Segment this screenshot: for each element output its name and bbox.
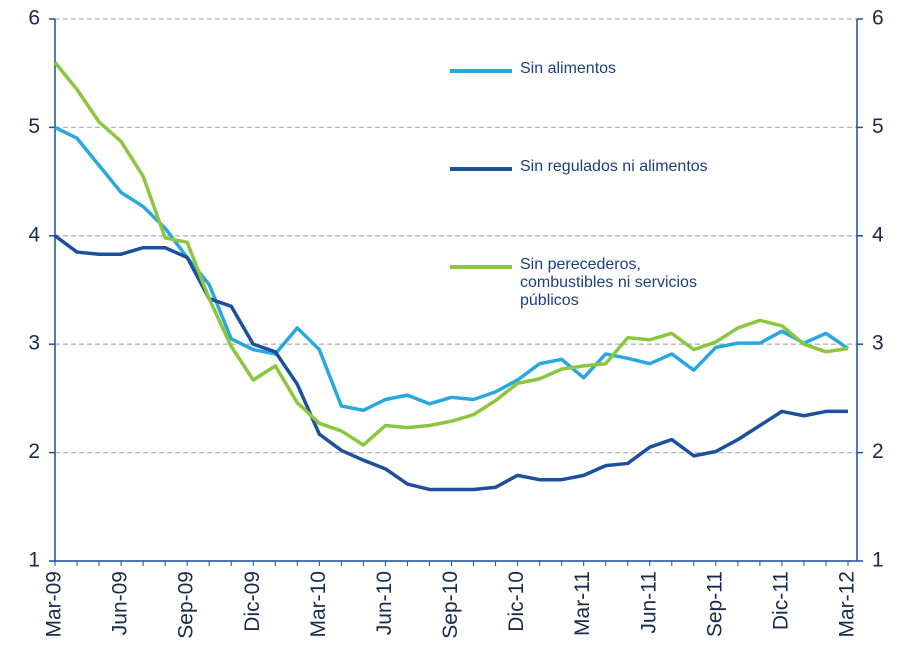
y-tick-label: 5 xyxy=(28,115,40,138)
series-line xyxy=(53,61,849,447)
legend-label: Sin perecederos, combustibles ni servici… xyxy=(520,256,697,309)
legend-item: Sin regulados ni alimentos xyxy=(450,158,720,176)
y-tick-label: 4 xyxy=(28,223,40,246)
y2-tick-label: 3 xyxy=(872,332,884,355)
x-tick-label: Mar-10 xyxy=(307,571,330,638)
legend-swatch xyxy=(450,69,512,73)
legend-label: Sin regulados ni alimentos xyxy=(520,158,708,175)
y2-tick-label: 4 xyxy=(872,223,884,246)
x-tick-label: Mar-12 xyxy=(836,571,859,638)
y-tick-label: 2 xyxy=(28,440,40,463)
y2-tick-label: 6 xyxy=(872,7,884,30)
legend-swatch xyxy=(450,265,512,269)
y2-tick-label: 1 xyxy=(872,549,884,572)
x-tick-label: Jun-11 xyxy=(637,571,660,634)
y-tick-label: 3 xyxy=(28,332,40,355)
legend-label: Sin alimentos xyxy=(520,60,617,77)
x-tick-label: Jun-10 xyxy=(373,571,396,635)
x-tick-label: Mar-09 xyxy=(43,571,66,638)
x-tick-label: Dic-10 xyxy=(505,571,528,632)
y-tick-label: 1 xyxy=(28,549,40,572)
legend-swatch xyxy=(450,167,512,171)
legend-item: Sin perecederos, combustibles ni servici… xyxy=(450,256,720,310)
x-tick-label: Mar-11 xyxy=(571,571,594,636)
series-line xyxy=(53,234,848,492)
x-tick-label: Dic-09 xyxy=(241,571,264,632)
legend-item: Sin alimentos xyxy=(450,60,720,78)
x-tick-label: Sep-11 xyxy=(703,571,726,637)
x-tick-label: Dic-11 xyxy=(769,571,792,630)
y-tick-label: 6 xyxy=(28,7,40,30)
x-tick-label: Sep-09 xyxy=(175,571,198,639)
x-tick-label: Sep-10 xyxy=(439,571,462,639)
y2-tick-label: 5 xyxy=(872,115,884,138)
y2-tick-label: 2 xyxy=(872,440,884,463)
x-tick-label: Jun-09 xyxy=(109,571,132,635)
